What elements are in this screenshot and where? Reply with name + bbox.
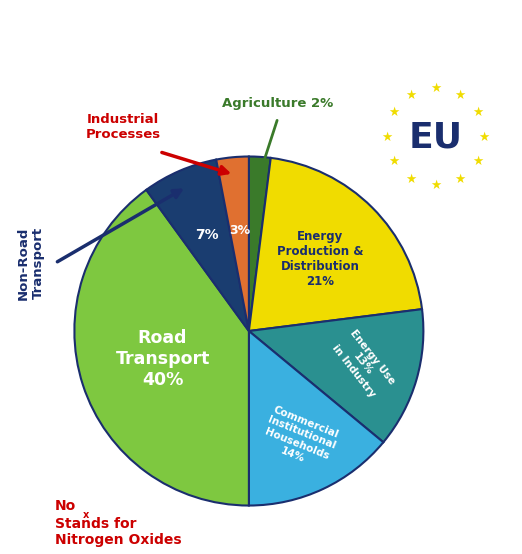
Text: x: x (107, 39, 122, 59)
Text: Stands for
Nitrogen Oxides: Stands for Nitrogen Oxides (55, 517, 182, 547)
Text: ★: ★ (388, 155, 399, 168)
Wedge shape (216, 156, 249, 331)
Text: 7%: 7% (195, 228, 219, 242)
Text: NO: NO (26, 21, 82, 54)
Text: 3%: 3% (229, 224, 250, 237)
Wedge shape (74, 190, 249, 505)
Wedge shape (249, 331, 383, 505)
Text: Non-Road
Transport: Non-Road Transport (17, 227, 45, 300)
Text: ★: ★ (430, 82, 441, 95)
Text: Industrial
Processes: Industrial Processes (85, 114, 160, 141)
Text: ★: ★ (454, 89, 466, 101)
Text: ★: ★ (472, 106, 483, 119)
Text: ★: ★ (382, 131, 393, 143)
Text: ★: ★ (406, 173, 417, 186)
Text: ★: ★ (406, 89, 417, 101)
Text: Agriculture 2%: Agriculture 2% (222, 97, 334, 110)
Text: ★: ★ (430, 179, 441, 192)
Text: Share or Emissions: Share or Emissions (117, 21, 488, 54)
Text: Energy Use
13%
in Industry: Energy Use 13% in Industry (329, 328, 396, 401)
Wedge shape (249, 309, 423, 442)
Wedge shape (146, 160, 249, 331)
Text: ★: ★ (478, 131, 490, 143)
Wedge shape (249, 156, 271, 331)
Text: ★: ★ (388, 106, 399, 119)
Text: Energy
Production &
Distribution
21%: Energy Production & Distribution 21% (277, 230, 364, 289)
Text: x: x (83, 510, 89, 520)
Text: EU: EU (408, 120, 462, 154)
Text: No: No (55, 499, 76, 512)
Text: ★: ★ (454, 173, 466, 186)
Wedge shape (249, 158, 422, 331)
Text: ★: ★ (472, 155, 483, 168)
Text: Commercial
Institutional
Households
14%: Commercial Institutional Households 14% (257, 404, 341, 473)
Text: Road
Transport
40%: Road Transport 40% (115, 329, 210, 389)
